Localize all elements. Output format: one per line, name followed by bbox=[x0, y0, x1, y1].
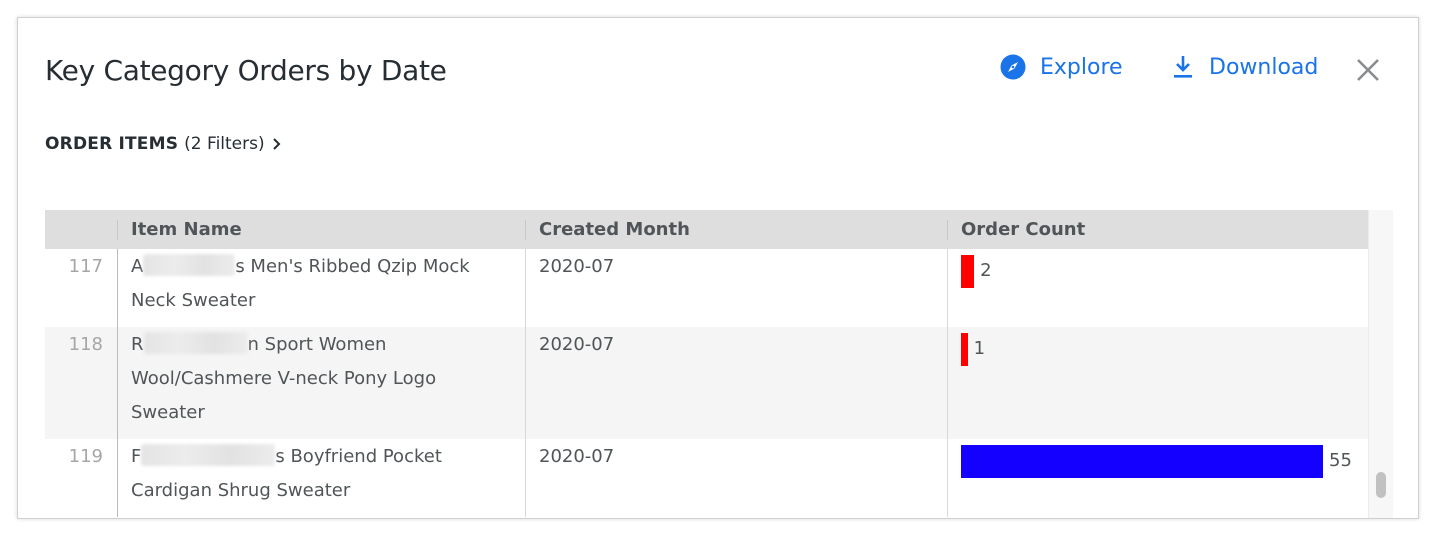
order-count-bar bbox=[961, 254, 975, 288]
item-name-suffix: s Men's Ribbed Qzip Mock bbox=[235, 256, 470, 277]
item-name-suffix: n Sport Women bbox=[247, 334, 387, 355]
table-header: Item Name Created Month Order Count bbox=[45, 210, 1368, 249]
item-name-prefix: A bbox=[131, 256, 144, 277]
scrollbar-track[interactable] bbox=[1368, 210, 1393, 518]
header-row-number bbox=[45, 220, 117, 240]
compass-icon bbox=[1000, 54, 1026, 80]
download-button[interactable]: Download bbox=[1171, 54, 1318, 80]
chevron-right-icon bbox=[272, 138, 281, 150]
row-number: 118 bbox=[68, 334, 103, 355]
item-name-prefix: F bbox=[131, 446, 142, 467]
filters-toggle[interactable]: ORDER ITEMS (2 Filters) bbox=[45, 134, 283, 154]
redacted-text bbox=[141, 444, 276, 466]
dialog-title: Key Category Orders by Date bbox=[45, 54, 447, 87]
created-month-cell: 2020-07 bbox=[525, 249, 947, 327]
redacted-text bbox=[143, 254, 236, 276]
order-count-cell: 1 bbox=[947, 327, 1368, 439]
item-name-line: Wool/Cashmere V-neck Pony Logo bbox=[131, 368, 437, 389]
item-name-suffix: s Boyfriend Pocket bbox=[275, 446, 442, 467]
item-name-line: Sweater bbox=[131, 402, 205, 423]
item-name-line: Cardigan Shrug Sweater bbox=[131, 480, 351, 501]
download-icon bbox=[1174, 56, 1192, 78]
header-item-name[interactable]: Item Name bbox=[117, 219, 525, 240]
order-count-value: 55 bbox=[1329, 450, 1352, 471]
order-count-value: 1 bbox=[973, 338, 986, 359]
filter-count: (2 Filters) bbox=[184, 134, 265, 154]
redacted-text bbox=[143, 332, 248, 354]
row-number: 117 bbox=[68, 256, 103, 277]
order-count-cell: 55 bbox=[947, 439, 1368, 517]
order-count-bar bbox=[961, 444, 1323, 478]
header-order-count[interactable]: Order Count bbox=[947, 219, 1368, 240]
data-table: Item Name Created Month Order Count 117 A… bbox=[45, 210, 1368, 517]
dialog: Key Category Orders by Date Explore Down… bbox=[17, 17, 1419, 519]
item-name-prefix: R bbox=[131, 334, 144, 355]
order-count-value: 2 bbox=[980, 260, 992, 281]
created-month-cell: 2020-07 bbox=[525, 327, 947, 439]
created-month-cell: 2020-07 bbox=[525, 439, 947, 517]
scrollbar-thumb[interactable] bbox=[1376, 472, 1386, 498]
order-count-cell: 2 bbox=[947, 249, 1368, 327]
explore-model: ORDER ITEMS bbox=[45, 134, 179, 154]
download-label: Download bbox=[1209, 54, 1319, 80]
explore-button[interactable]: Explore bbox=[1000, 54, 1123, 80]
order-count-bar bbox=[961, 332, 968, 366]
close-icon[interactable] bbox=[1356, 58, 1380, 82]
header-created-month[interactable]: Created Month bbox=[525, 219, 947, 240]
row-number: 119 bbox=[68, 446, 103, 467]
item-name-line: Neck Sweater bbox=[131, 290, 256, 311]
explore-label: Explore bbox=[1040, 54, 1123, 80]
